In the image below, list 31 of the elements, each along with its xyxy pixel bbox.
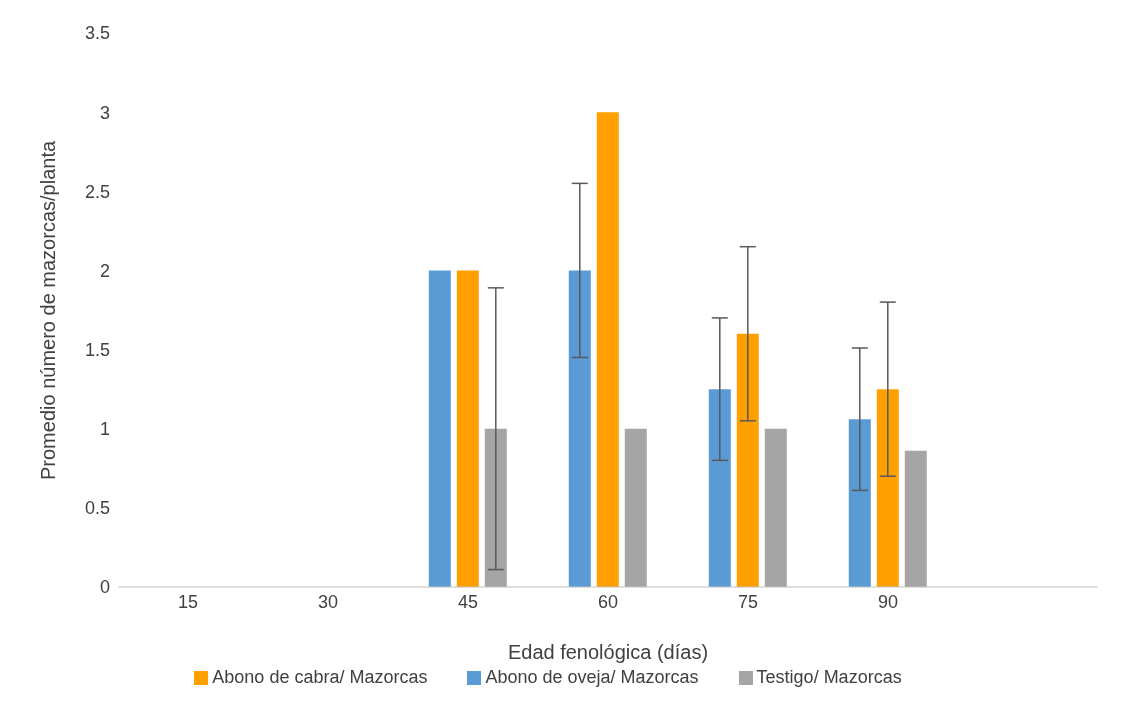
bar (484, 428, 507, 587)
bar (848, 419, 871, 587)
x-tick-label: 45 (457, 591, 479, 612)
y-tick-label: 3.5 (84, 23, 110, 44)
bar (904, 450, 927, 587)
x-tick-label: 30 (317, 591, 339, 612)
bar (736, 333, 759, 587)
bar (708, 389, 731, 587)
y-tick-label: 0.5 (84, 498, 110, 519)
x-tick-label: 75 (737, 591, 759, 612)
bar (764, 428, 787, 587)
legend-label: Abono de oveja/ Mazorcas (485, 667, 699, 687)
y-tick-label: 3 (99, 102, 110, 123)
y-tick-label: 2 (99, 260, 110, 281)
bar (428, 270, 451, 587)
x-tick-label: 15 (177, 591, 199, 612)
bar (876, 389, 899, 587)
x-tick-label: 90 (877, 591, 899, 612)
bar (568, 270, 591, 587)
bar (456, 270, 479, 587)
x-tick-label: 60 (597, 591, 619, 612)
y-axis-title: Promedio número de mazorcas/planta (37, 140, 60, 480)
legend-label: Abono de cabra/ Mazorcas (212, 667, 428, 687)
y-tick-label: 1.5 (84, 339, 110, 360)
y-tick-label: 0 (99, 577, 110, 598)
bar (596, 112, 619, 587)
legend-label: Testigo/ Mazorcas (756, 667, 902, 687)
bar (624, 428, 647, 587)
x-axis-title: Edad fenológica (días) (507, 641, 709, 663)
y-tick-label: 2.5 (84, 181, 110, 202)
y-tick-label: 1 (99, 419, 110, 440)
